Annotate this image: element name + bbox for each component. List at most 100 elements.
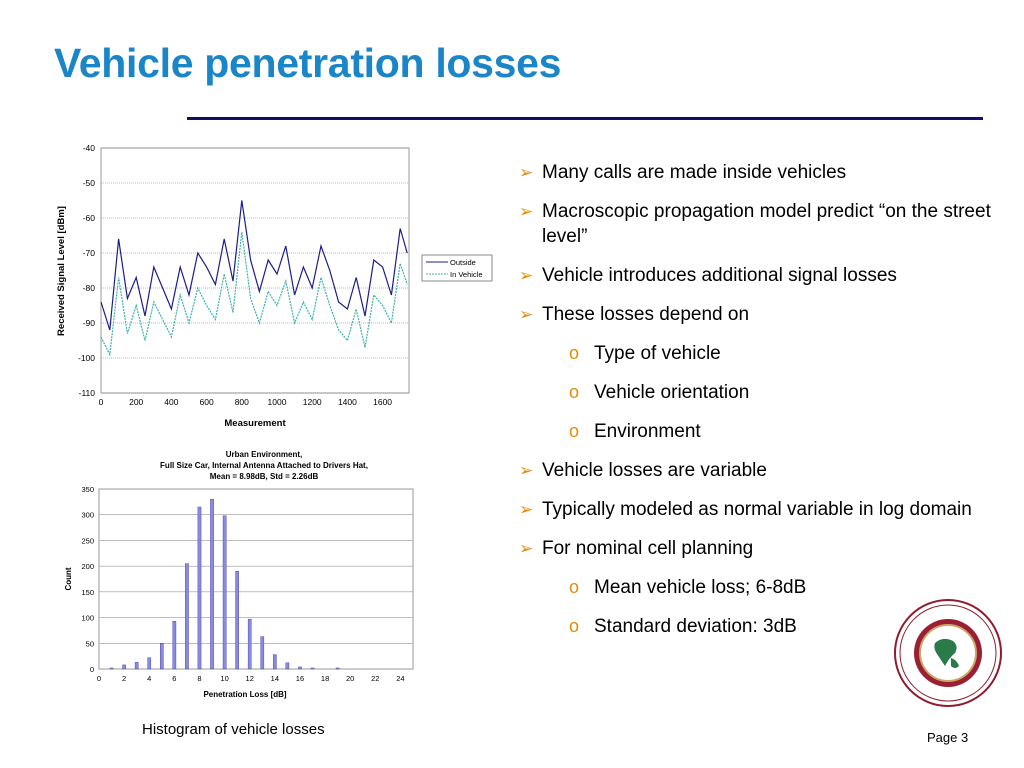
arrow-bullet-icon: ➢ <box>519 539 534 558</box>
histogram-caption: Histogram of vehicle losses <box>142 721 325 738</box>
histogram-bar <box>210 499 214 670</box>
bullet-item: ➢ Typically modeled as normal variable in… <box>519 497 999 522</box>
bullet-text: Typically modeled as normal variable in … <box>542 499 972 520</box>
x-tick-label: 18 <box>321 674 329 683</box>
bullet-text: Vehicle orientation <box>594 382 750 403</box>
x-tick-label: 10 <box>220 674 228 683</box>
series-line-in-vehicle <box>100 231 408 357</box>
page-number: Page 3 <box>927 730 969 745</box>
histogram-bar <box>134 662 139 670</box>
histogram-bar <box>172 620 177 670</box>
legend-label-in-vehicle: In Vehicle <box>450 270 483 279</box>
y-tick-label: -100 <box>78 353 95 363</box>
histogram-bar <box>159 643 164 670</box>
y-tick-label: 50 <box>86 639 94 648</box>
y-tick-label: 100 <box>81 614 94 623</box>
legend-box <box>421 254 493 282</box>
y-tick-label: -80 <box>83 283 96 293</box>
x-tick-label: 24 <box>396 674 404 683</box>
slide-title: Vehicle penetration losses <box>54 40 562 86</box>
sub-bullet-item: o Standard deviation: 3dB <box>519 614 999 639</box>
histogram-bar <box>122 664 126 670</box>
histogram-bar <box>147 657 152 670</box>
y-tick-label: 250 <box>81 536 94 545</box>
histogram-bar <box>247 618 252 670</box>
x-axis-label: Penetration Loss [dB] <box>203 690 286 699</box>
bullet-text: Many calls are made inside vehicles <box>542 162 847 183</box>
bullet-text: Environment <box>594 421 701 442</box>
arrow-bullet-icon: ➢ <box>519 202 534 221</box>
x-axis-label: Measurement <box>224 418 286 429</box>
x-tick-label: 400 <box>164 397 178 407</box>
y-axis-label: Received Signal Level [dBm] <box>56 206 67 336</box>
x-tick-label: 4 <box>147 674 151 683</box>
y-tick-label: -70 <box>83 248 96 258</box>
y-tick-label: -60 <box>83 213 96 223</box>
circle-bullet-icon: o <box>569 421 580 441</box>
x-tick-label: 2 <box>122 674 126 683</box>
bullet-item: ➢ For nominal cell planning <box>519 536 999 561</box>
series-line-outside <box>100 200 408 331</box>
y-tick-label: -110 <box>79 388 96 398</box>
x-tick-label: 1000 <box>268 397 287 407</box>
circle-bullet-icon: o <box>569 382 580 402</box>
x-tick-label: 1200 <box>303 397 322 407</box>
arrow-bullet-icon: ➢ <box>519 163 534 182</box>
circle-bullet-icon: o <box>569 343 580 363</box>
x-tick-label: 22 <box>371 674 379 683</box>
arrow-bullet-icon: ➢ <box>519 305 534 324</box>
bullet-item: ➢ Many calls are made inside vehicles <box>519 160 999 185</box>
circle-bullet-icon: o <box>569 616 580 636</box>
y-tick-label: 300 <box>81 511 94 520</box>
sub-bullet-item: o Type of vehicle <box>519 341 999 366</box>
bullet-item: ➢ Macroscopic propagation model predict “… <box>519 199 999 249</box>
x-tick-label: 8 <box>197 674 201 683</box>
sub-bullet-item: o Environment <box>519 419 999 444</box>
histogram-bar <box>185 563 189 670</box>
histogram-bar <box>310 667 315 670</box>
histogram-bar <box>197 506 202 670</box>
bullet-item: ➢ These losses depend on <box>519 302 999 327</box>
histogram-stats: Mean = 8.98dB, Std = 2.26dB <box>210 472 319 481</box>
arrow-bullet-icon: ➢ <box>519 266 534 285</box>
bullet-item: ➢ Vehicle losses are variable <box>519 458 999 483</box>
bullet-text: Vehicle losses are variable <box>542 460 767 481</box>
histogram-bar <box>222 515 227 670</box>
histogram-svg: Urban Environment, Full Size Car, Intern… <box>64 450 414 699</box>
bullet-list: ➢ Many calls are made inside vehicles ➢ Mac… <box>519 160 999 653</box>
x-tick-label: 14 <box>271 674 279 683</box>
x-tick-label: 16 <box>296 674 304 683</box>
bullet-text: Vehicle introduces additional signal los… <box>542 265 897 286</box>
sub-bullet-item: o Mean vehicle loss; 6-8dB <box>519 575 999 600</box>
bullet-item: ➢ Vehicle introduces additional signal lo… <box>519 263 999 288</box>
x-tick-label: 200 <box>129 397 143 407</box>
x-tick-label: 6 <box>172 674 176 683</box>
histogram-bar <box>298 666 302 670</box>
histogram-bar <box>273 654 277 670</box>
bullet-text: For nominal cell planning <box>542 538 754 559</box>
arrow-bullet-icon: ➢ <box>519 500 534 519</box>
signal-level-chart: -40 -50 -60 -70 -80 -90 -100 -110 0 200 400 600 800 1… <box>50 138 500 433</box>
circle-bullet-icon: o <box>569 577 580 597</box>
title-divider <box>187 117 983 120</box>
y-tick-label: 150 <box>81 588 94 597</box>
y-axis-label: Count <box>64 567 73 590</box>
x-tick-label: 1400 <box>338 397 357 407</box>
histogram-subtitle: Full Size Car, Internal Antenna Attached… <box>160 461 368 470</box>
plot-area <box>100 147 410 394</box>
y-tick-label: -40 <box>83 143 96 153</box>
histogram-bar <box>260 636 265 670</box>
histogram-title: Urban Environment, <box>226 450 302 459</box>
x-tick-label: 1600 <box>373 397 392 407</box>
y-tick-label: 200 <box>81 562 94 571</box>
histogram-bar <box>109 667 114 670</box>
y-tick-label: -90 <box>83 318 96 328</box>
legend: Outside In Vehicle <box>421 254 493 282</box>
sub-bullet-item: o Vehicle orientation <box>519 380 999 405</box>
x-tick-label: 20 <box>346 674 354 683</box>
histogram-bar <box>335 667 340 670</box>
x-tick-label: 800 <box>235 397 249 407</box>
x-tick-label: 600 <box>200 397 214 407</box>
bullet-text: Type of vehicle <box>594 343 721 364</box>
y-tick-label: -50 <box>83 178 96 188</box>
